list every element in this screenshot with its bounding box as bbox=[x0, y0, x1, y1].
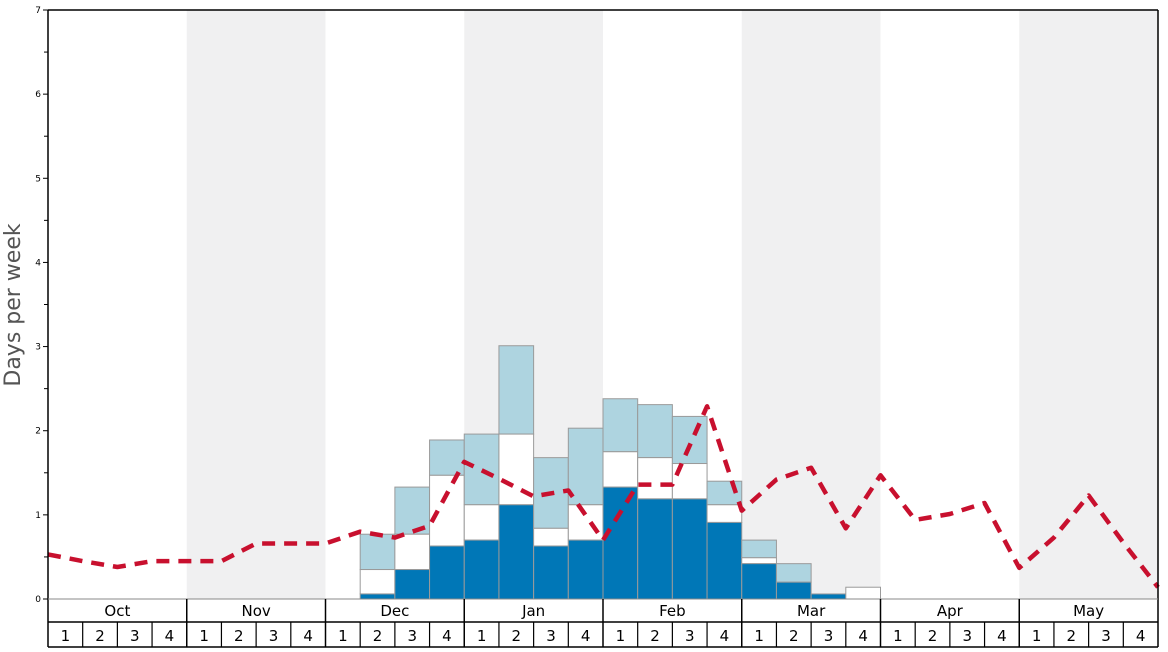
bar-middle-dec-w4 bbox=[429, 474, 465, 547]
week-label-nov-4: 4 bbox=[303, 627, 313, 645]
bar-dark-dec-w4 bbox=[429, 545, 465, 600]
week-label-jan-1: 1 bbox=[477, 627, 487, 645]
bar-dark-jan-w4 bbox=[567, 539, 604, 600]
month-label-nov: Nov bbox=[241, 602, 270, 620]
week-label-oct-1: 1 bbox=[61, 627, 71, 645]
bar-dark-dec-w2 bbox=[359, 593, 396, 600]
bar-light-feb-w1 bbox=[602, 398, 639, 453]
bar-dark-mar-w1 bbox=[741, 563, 777, 600]
bar-middle-dec-w2 bbox=[359, 569, 396, 595]
week-label-dec-3: 3 bbox=[407, 627, 417, 645]
axes-layer: 0 1 2 3 4 5 6 7 Oct 1 2 3 4 Nov 1 2 3 4 Dec 1 2 3 4 Jan 1 2 3 4 Feb 1… bbox=[35, 6, 1159, 648]
week-label-nov-1: 1 bbox=[199, 627, 209, 645]
y-tick-label-1: 1 bbox=[35, 511, 41, 521]
week-label-apr-2: 2 bbox=[928, 627, 938, 645]
week-label-may-2: 2 bbox=[1067, 627, 1077, 645]
month-shade-nov bbox=[186, 10, 326, 599]
bar-light-jan-w4 bbox=[567, 427, 604, 506]
bar-middle-jan-w4 bbox=[567, 504, 604, 541]
bar-dark-jan-w2 bbox=[498, 504, 535, 600]
bar-dark-mar-w3 bbox=[810, 593, 847, 600]
bar-light-mar-w2 bbox=[775, 563, 812, 583]
week-label-mar-2: 2 bbox=[789, 627, 799, 645]
week-label-feb-4: 4 bbox=[720, 627, 730, 645]
bar-middle-jan-w1 bbox=[463, 504, 500, 541]
y-tick-label-2: 2 bbox=[35, 427, 41, 437]
bar-dark-feb-w1 bbox=[602, 486, 639, 600]
series-line bbox=[47, 404, 1160, 589]
y-tick-label-0: 0 bbox=[35, 595, 41, 605]
bar-dark-mar-w2 bbox=[775, 581, 812, 600]
week-label-oct-2: 2 bbox=[95, 627, 105, 645]
bar-middle-feb-w1 bbox=[602, 451, 639, 488]
week-label-jan-2: 2 bbox=[512, 627, 522, 645]
week-label-nov-3: 3 bbox=[269, 627, 279, 645]
week-label-nov-2: 2 bbox=[234, 627, 244, 645]
week-label-jan-4: 4 bbox=[581, 627, 591, 645]
week-label-feb-3: 3 bbox=[685, 627, 695, 645]
bar-dark-jan-w1 bbox=[463, 539, 500, 600]
y-tick-label-7: 7 bbox=[35, 6, 41, 16]
dashed-line-layer bbox=[47, 404, 1160, 589]
bar-middle-mar-w4 bbox=[845, 586, 881, 600]
week-label-dec-2: 2 bbox=[373, 627, 383, 645]
week-label-apr-3: 3 bbox=[962, 627, 972, 645]
bar-light-jan-w1 bbox=[463, 433, 500, 506]
week-label-mar-1: 1 bbox=[754, 627, 764, 645]
y-axis-label: Days per week bbox=[1, 223, 26, 386]
bar-light-feb-w4 bbox=[706, 480, 743, 506]
bar-dark-feb-w3 bbox=[671, 498, 708, 600]
week-label-mar-3: 3 bbox=[824, 627, 834, 645]
bar-light-feb-w2 bbox=[637, 404, 673, 459]
month-shading bbox=[186, 10, 1158, 599]
bar-middle-dec-w3 bbox=[394, 533, 431, 571]
week-label-dec-1: 1 bbox=[338, 627, 348, 645]
month-label-jan: Jan bbox=[521, 602, 545, 620]
bar-dark-feb-w4 bbox=[706, 521, 743, 600]
week-label-oct-3: 3 bbox=[130, 627, 140, 645]
week-label-jan-3: 3 bbox=[546, 627, 556, 645]
bar-dark-dec-w3 bbox=[394, 569, 431, 600]
bar-dark-feb-w2 bbox=[637, 498, 673, 600]
bar-light-jan-w2 bbox=[498, 345, 535, 435]
month-label-oct: Oct bbox=[104, 602, 130, 620]
bar-middle-feb-w4 bbox=[706, 504, 743, 523]
week-label-mar-4: 4 bbox=[858, 627, 868, 645]
month-label-feb: Feb bbox=[659, 602, 686, 620]
y-tick-label-6: 6 bbox=[35, 90, 41, 100]
week-label-may-1: 1 bbox=[1032, 627, 1042, 645]
week-label-may-4: 4 bbox=[1136, 627, 1146, 645]
y-tick-label-3: 3 bbox=[35, 343, 41, 353]
month-shade-may bbox=[1019, 10, 1158, 599]
bar-light-mar-w1 bbox=[741, 539, 777, 559]
month-label-mar: Mar bbox=[797, 602, 826, 620]
bar-middle-feb-w2 bbox=[637, 457, 673, 500]
month-label-may: May bbox=[1073, 602, 1104, 620]
month-shade-mar bbox=[741, 10, 881, 599]
month-label-dec: Dec bbox=[380, 602, 409, 620]
bar-light-dec-w4 bbox=[429, 439, 465, 476]
bar-light-dec-w2 bbox=[359, 533, 396, 571]
week-label-feb-2: 2 bbox=[650, 627, 660, 645]
month-label-apr: Apr bbox=[937, 602, 964, 620]
week-label-apr-1: 1 bbox=[893, 627, 903, 645]
week-label-oct-4: 4 bbox=[165, 627, 175, 645]
week-label-dec-4: 4 bbox=[442, 627, 452, 645]
bar-light-feb-w3 bbox=[671, 415, 708, 465]
y-tick-label-4: 4 bbox=[35, 258, 41, 268]
bar-dark-jan-w3 bbox=[533, 545, 569, 600]
week-label-apr-4: 4 bbox=[997, 627, 1007, 645]
week-label-may-3: 3 bbox=[1101, 627, 1111, 645]
week-label-feb-1: 1 bbox=[616, 627, 626, 645]
bar-middle-jan-w3 bbox=[533, 527, 569, 547]
y-tick-label-5: 5 bbox=[35, 174, 41, 184]
bar-middle-mar-w1 bbox=[741, 557, 777, 565]
